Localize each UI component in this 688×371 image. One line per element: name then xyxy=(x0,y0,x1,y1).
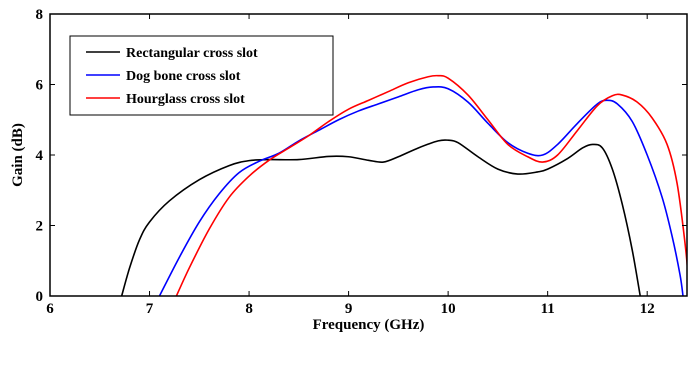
x-tick-label: 9 xyxy=(345,301,353,317)
x-axis-title: Frequency (GHz) xyxy=(313,317,425,333)
legend-label: Hourglass cross slot xyxy=(126,92,245,107)
x-tick-label: 7 xyxy=(146,301,154,317)
y-tick-label: 2 xyxy=(36,219,44,235)
y-tick-label: 6 xyxy=(36,78,44,94)
x-tick-label: 10 xyxy=(441,301,456,317)
legend-label: Dog bone cross slot xyxy=(126,69,241,84)
y-tick-label: 0 xyxy=(36,289,44,305)
ticks-layer: 6 7 8 9 10 11 12 0 2 4 6 8 xyxy=(36,7,687,317)
series-line-2 xyxy=(158,85,684,296)
x-tick-label: 8 xyxy=(245,301,253,317)
x-tick-label: 12 xyxy=(640,301,655,317)
series-layer xyxy=(120,74,687,296)
legend-label: Rectangular cross slot xyxy=(126,46,258,61)
y-axis-title: Gain (dB) xyxy=(10,123,26,187)
x-tick-label: 11 xyxy=(541,301,555,317)
series-line-3 xyxy=(175,74,687,296)
series-line-1 xyxy=(120,139,642,296)
legend: Rectangular cross slot Dog bone cross slo… xyxy=(69,35,334,116)
y-tick-label: 8 xyxy=(36,7,44,23)
y-tick-label: 4 xyxy=(36,148,44,164)
x-tick-label: 6 xyxy=(46,301,54,317)
